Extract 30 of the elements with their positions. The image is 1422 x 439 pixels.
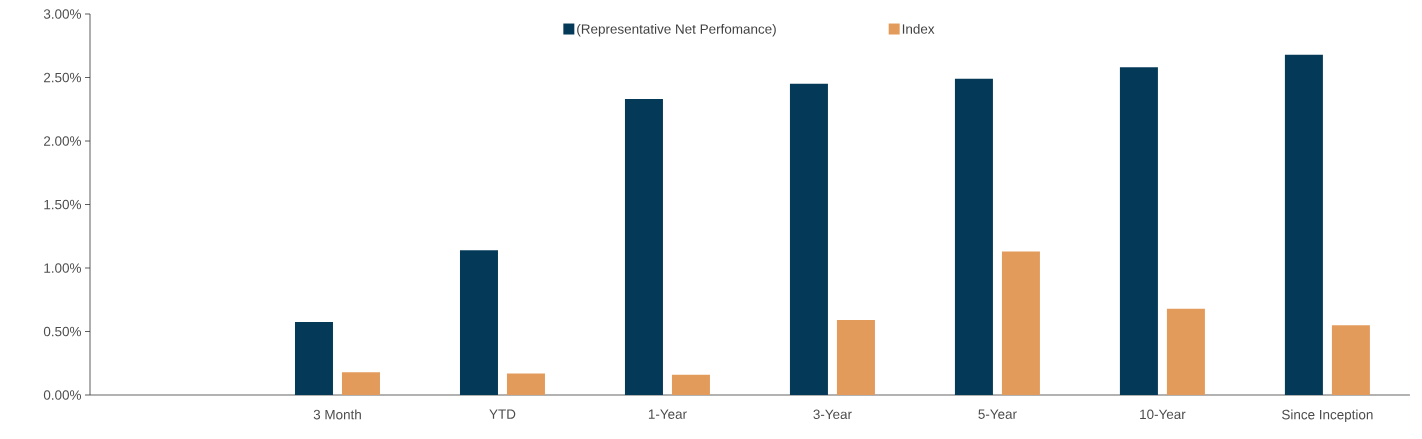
x-tick-label: YTD <box>489 409 516 419</box>
bar <box>1166 308 1205 395</box>
bar <box>341 372 380 395</box>
bar <box>671 374 710 395</box>
legend-label: Index <box>902 23 935 34</box>
bar <box>1331 325 1370 395</box>
x-tick-label: 5-Year <box>978 409 1017 419</box>
bar <box>294 321 333 395</box>
bar <box>836 320 875 395</box>
bar <box>1284 54 1323 395</box>
x-tick-label: Since Inception <box>1282 409 1373 423</box>
bar <box>789 83 828 395</box>
bar <box>1119 67 1158 395</box>
y-tick-label: 2.50% <box>44 72 81 83</box>
y-tick-label: 3.00% <box>43 9 81 19</box>
y-tick-label: 1.50% <box>44 199 81 210</box>
bar <box>459 250 498 395</box>
y-tick-label: 2.00% <box>44 136 81 146</box>
y-tick-label: 1.00% <box>44 263 81 273</box>
bar <box>506 373 545 395</box>
y-tick-label: 0.00% <box>43 390 81 400</box>
x-tick-label: 1-Year <box>648 409 687 419</box>
legend-label: (Representative Net Perfomance) <box>577 23 776 37</box>
bar <box>954 78 993 395</box>
bar <box>1001 251 1040 395</box>
bar <box>624 99 663 395</box>
x-tick-label: 10-Year <box>1140 409 1186 420</box>
x-tick-label: 3-Year <box>813 409 852 420</box>
x-tick-label: 3 Month <box>313 409 361 420</box>
y-tick-label: 0.50% <box>43 326 81 337</box>
